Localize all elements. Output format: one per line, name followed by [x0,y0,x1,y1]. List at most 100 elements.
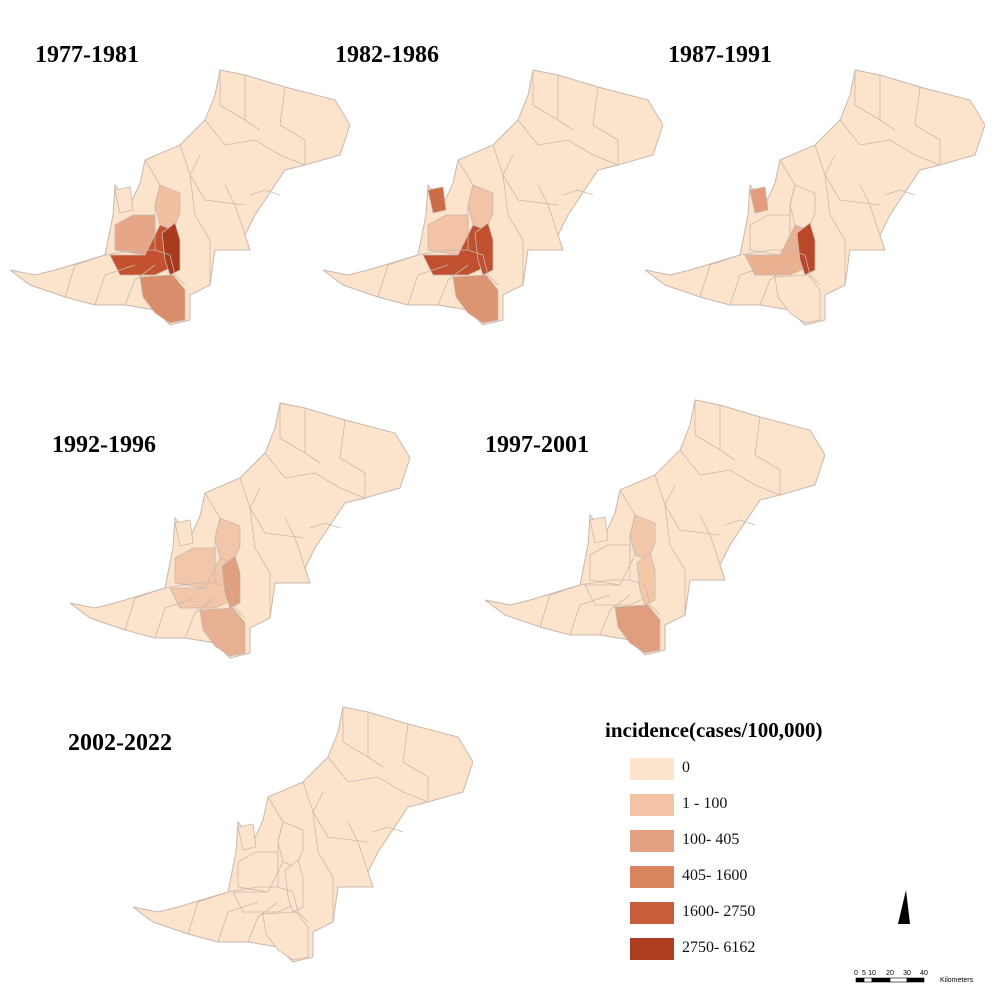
district-boundary [694,400,721,451]
legend-label: 2750- 6162 [682,939,756,956]
district-boundary [854,70,881,121]
map [640,65,985,330]
district-r6 [237,823,257,851]
district-boundary [217,901,259,943]
map-svg [484,399,825,656]
scale-tick-label: 20 [886,970,894,977]
district-boundary [224,184,246,236]
district-boundary [279,86,306,165]
district-boundary [824,174,846,285]
district-boundary [502,154,514,176]
district-boundary [229,587,246,619]
district-boundary [239,477,306,539]
district-boundary [859,184,881,236]
scale-tick-label: 40 [920,970,928,977]
map [480,395,825,660]
district-boundary [569,594,611,636]
district-boundary [267,796,284,887]
district-boundary [164,582,231,589]
map-svg [9,69,350,326]
district-boundary [839,119,941,166]
district-boundary [739,249,806,256]
legend-label: 1600- 2750 [682,903,756,920]
district-boundary [247,901,279,943]
district-boundary [377,254,419,298]
district-r4 [161,222,181,276]
legend-label: 405- 1600 [682,867,748,884]
district-r4 [284,859,304,913]
district-boundary [557,75,574,131]
district-r6 [174,519,194,547]
district-boundary [124,587,166,631]
district-boundary [879,75,896,131]
scale-tick-label: 10 [868,970,876,977]
district-boundary [914,86,941,165]
legend-swatch [630,758,674,780]
panel-title: 1997-2001 [485,432,589,458]
district-boundary [372,826,404,833]
district-r5 [139,274,186,324]
district-boundary [327,756,429,803]
district-boundary [699,254,741,298]
scale-segment [863,977,873,983]
district-boundary [189,154,201,176]
map-svg [69,402,410,659]
district-boundary [302,781,369,843]
district-r6 [114,186,134,214]
map [318,65,663,330]
district-r5 [262,911,309,961]
map-svg [644,69,985,326]
district-r5 [614,604,661,654]
district-boundary [502,174,524,285]
north-arrow-icon [896,888,912,933]
district-boundary [249,507,271,618]
district-boundary [249,487,261,509]
district-boundary [482,254,499,286]
district-boundary [724,519,756,526]
legend-title: incidence(cases/100,000) [605,718,823,742]
map-svg [132,706,473,963]
district-boundary [884,189,916,196]
legend-label: 1 - 100 [682,795,728,812]
district-boundary [312,811,334,922]
district-boundary [699,514,721,566]
district-boundary [492,144,559,206]
district-boundary [729,264,771,306]
district-r5 [452,274,499,324]
legend-swatch [630,830,674,852]
legend-swatch [630,794,674,816]
scale-segment [855,977,865,983]
district-boundary [104,249,171,256]
district-boundary [664,504,686,615]
map-svg [322,69,663,326]
district-boundary [539,584,581,628]
scale-tick-label: 5 [862,970,866,977]
district-boundary [759,264,791,306]
map [128,702,473,967]
scale-segment [871,977,891,983]
district-boundary [402,723,429,802]
district-boundary [537,184,559,236]
panel-title: 1992-1996 [52,432,156,458]
district-boundary [342,707,369,758]
district-boundary [124,264,156,306]
district-r4 [474,222,494,276]
district-boundary [347,821,369,873]
legend-swatch [630,902,674,924]
district-boundary [189,174,211,285]
district-boundary [437,264,469,306]
district-boundary [679,449,781,496]
legend-swatch [630,938,674,960]
district-boundary [457,159,474,250]
district-boundary [94,264,136,306]
district-boundary [184,597,216,639]
scale-segment [906,977,925,983]
district-boundary [814,144,881,206]
district-boundary [292,891,309,923]
district-boundary [407,264,449,306]
scale-unit: Kilometers [940,977,974,984]
district-boundary [562,189,594,196]
district-boundary [779,159,796,250]
district-boundary [824,154,836,176]
district-boundary [312,791,324,813]
